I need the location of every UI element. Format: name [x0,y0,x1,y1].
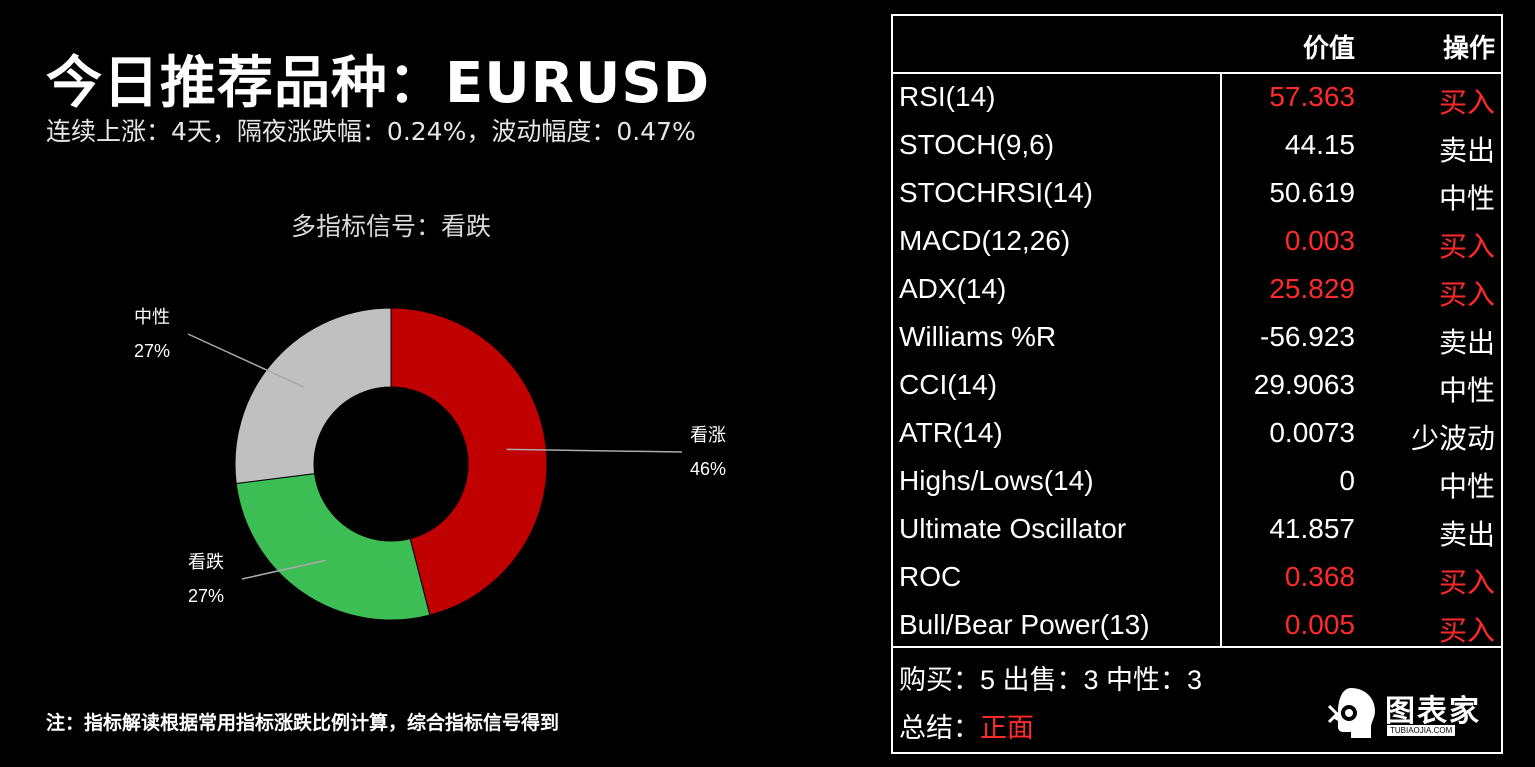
table-row: Williams %R -56.923 卖出 [893,314,1501,362]
indicator-name: STOCHRSI(14) [899,177,1093,208]
slice-percent: 46% [690,459,726,479]
indicator-name: ROC [899,561,962,592]
leader-line-2 [187,333,304,388]
summary-value: 正面 [980,713,1034,743]
indicator-action: 买入 [1438,279,1495,310]
table-row: MACD(12,26) 0.003 买入 [893,218,1501,266]
slice-percent: 27% [188,586,224,606]
slice-label: 看涨 [690,425,726,445]
indicator-panel: 价值 操作 RSI(14) 57.363 买入 STOCH(9,6) 44.15 卖出 ST… [891,14,1503,754]
indicator-action: 买入 [1438,615,1495,646]
slice-2 [234,307,392,485]
indicator-table: RSI(14) 57.363 买入 STOCH(9,6) 44.15 卖出 STOCHRSI… [893,74,1501,650]
logo: 图表家 TUBIAOJIA.COM [1321,684,1493,742]
indicator-action: 中性 [1438,375,1495,406]
page-title: 今日推荐品种：EURUSD [46,51,711,116]
indicator-value: 0 [1339,465,1355,496]
table-row: ROC 0.368 买入 [893,554,1501,602]
slice-percent: 27% [134,341,170,361]
indicator-name: Williams %R [899,321,1057,352]
table-row: CCI(14) 29.9063 中性 [893,362,1501,410]
indicator-name: RSI(14) [899,81,996,112]
table-header: 价值 操作 [893,16,1501,74]
summary-conclusion: 总结：正面 [899,706,1034,745]
indicator-value: 41.857 [1269,513,1355,544]
donut-chart: 多指标信号：看跌 看涨 46% 看跌 27% 中性 27% [134,213,726,621]
summary-label: 总结： [899,713,980,743]
page-subtitle: 连续上涨：4天，隔夜涨跌幅：0.24%，波动幅度：0.47% [46,117,696,146]
column-divider [1220,74,1222,646]
head-profile-icon [1327,688,1375,738]
leader-line-1 [241,559,326,580]
indicator-name: Bull/Bear Power(13) [899,609,1150,640]
indicator-value: 0.0073 [1269,417,1355,448]
indicator-name: ATR(14) [899,417,1003,448]
leader-line-0 [506,448,683,453]
indicator-action: 中性 [1438,471,1495,502]
slice-label: 中性 [134,307,170,327]
summary-counts: 购买：5 出售：3 中性：3 [899,665,1203,695]
indicator-value: -56.923 [1260,321,1355,352]
indicator-value: 57.363 [1269,81,1355,112]
indicator-name: ADX(14) [899,273,1007,304]
table-row: STOCHRSI(14) 50.619 中性 [893,170,1501,218]
indicator-name: STOCH(9,6) [899,129,1055,160]
indicator-action: 买入 [1438,87,1495,118]
indicator-name: Highs/Lows(14) [899,465,1094,496]
slice-1 [235,473,431,621]
value-column-header: 价值 [1302,33,1355,63]
logo-url: TUBIAOJIA.COM [1387,725,1456,736]
indicator-value: 0.005 [1284,609,1355,640]
table-row: Ultimate Oscillator 41.857 卖出 [893,506,1501,554]
table-row: ATR(14) 0.0073 少波动 [893,410,1501,458]
indicator-action: 卖出 [1438,327,1495,358]
action-column-header: 操作 [1442,33,1495,63]
table-row: RSI(14) 57.363 买入 [893,74,1501,122]
indicator-value: 25.829 [1269,273,1355,304]
logo-text: 图表家 [1385,695,1481,728]
indicator-action: 中性 [1438,183,1495,214]
table-row: STOCH(9,6) 44.15 卖出 [893,122,1501,170]
indicator-action: 买入 [1438,567,1495,598]
slice-0 [390,307,548,616]
indicator-action: 卖出 [1438,135,1495,166]
summary-divider [893,646,1501,648]
indicator-action: 卖出 [1438,519,1495,550]
chart-title: 多指标信号：看跌 [291,213,491,241]
footnote: 注：指标解读根据常用指标涨跌比例计算，综合指标信号得到 [46,712,560,734]
indicator-action: 少波动 [1410,423,1495,454]
indicator-name: CCI(14) [899,369,998,400]
slice-label: 看跌 [188,552,224,572]
indicator-action: 买入 [1438,231,1495,262]
table-row: Bull/Bear Power(13) 0.005 买入 [893,602,1501,650]
indicator-name: Ultimate Oscillator [899,513,1127,544]
table-row: Highs/Lows(14) 0 中性 [893,458,1501,506]
indicator-value: 29.9063 [1253,369,1355,400]
indicator-value: 50.619 [1269,177,1355,208]
indicator-value: 0.368 [1284,561,1355,592]
indicator-value: 0.003 [1284,225,1355,256]
table-row: ADX(14) 25.829 买入 [893,266,1501,314]
indicator-value: 44.15 [1284,129,1355,160]
indicator-name: MACD(12,26) [899,225,1071,256]
